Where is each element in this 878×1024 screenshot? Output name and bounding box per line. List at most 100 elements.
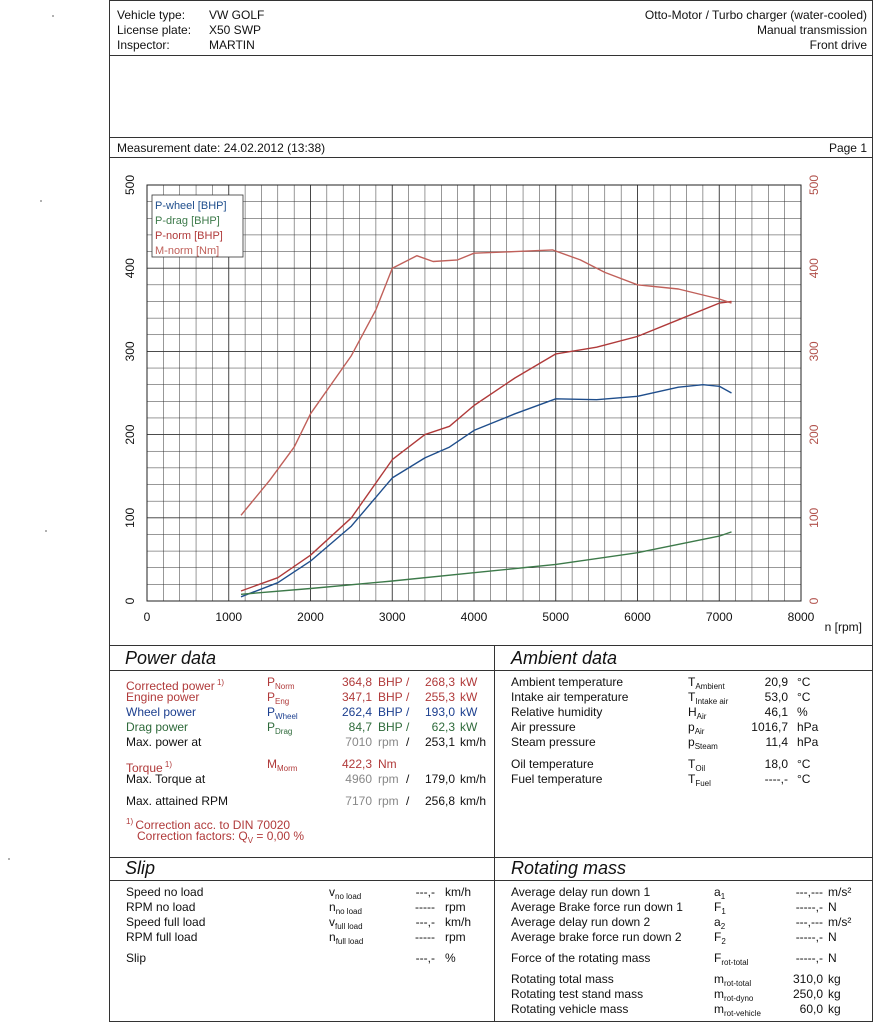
rotating-row-label: Average Brake force run down 1: [511, 900, 683, 914]
max-torque-separator: /: [406, 772, 410, 786]
license-label: License plate:: [117, 23, 192, 37]
ambient-row-value: ----,-: [764, 772, 788, 786]
torque-unit: Nm: [378, 757, 397, 771]
rotating-row-label: Average delay run down 1: [511, 885, 651, 899]
power-torque-chart: 0 1000 2000 3000 4000 5000 6000 7000 80000100200…: [123, 175, 862, 634]
transmission-type: Manual transmission: [756, 23, 867, 37]
power-title-underline: [110, 670, 494, 671]
measurement-divider-bottom: [110, 157, 872, 158]
slip-row-value: -----: [415, 900, 435, 914]
power-row-separator: /: [406, 735, 410, 749]
rotating-mass-title: Rotating mass: [511, 858, 627, 878]
y-right-tick-label: 0: [807, 597, 821, 604]
rotating-row-unit: kg: [828, 972, 841, 986]
rotating-row-symbol: mrot-total: [714, 972, 752, 988]
ambient-row-label: Ambient temperature: [511, 675, 624, 689]
rotating-row-value: 60,0: [799, 1002, 823, 1016]
power-row-label: Corrected power 1): [126, 678, 225, 693]
rotating-row-label: Force of the rotating mass: [511, 951, 651, 965]
power-ambient-divider: [494, 645, 495, 857]
ambient-row-label: Oil temperature: [511, 757, 594, 771]
rotating-row-value: 310,0: [792, 972, 823, 986]
correction-note: 1) Correction acc. to DIN 70020: [126, 817, 291, 832]
y-left-tick-label: 200: [123, 424, 137, 444]
chart-legend: P-wheel [BHP] P-drag [BHP] P-norm [BHP] M-n…: [151, 194, 244, 258]
power-row-separator: /: [406, 690, 410, 704]
power-row-separator: /: [406, 720, 410, 734]
ambient-row-unit: °C: [797, 772, 811, 786]
p-drag-series-line: [240, 531, 732, 595]
ambient-row-label: Fuel temperature: [511, 772, 603, 786]
rotating-row-value: -----,-: [795, 951, 823, 965]
x-tick-label: 4000: [461, 610, 488, 624]
ambient-row-label: Air pressure: [511, 720, 576, 734]
power-row-label: Drag power: [126, 720, 189, 734]
power-row-unit: rpm: [378, 735, 399, 749]
rotating-row-symbol: mrot-vehicle: [714, 1002, 761, 1018]
scan-speck: [8, 858, 10, 860]
rotating-row-unit: m/s²: [828, 885, 852, 899]
ambient-row-symbol: pSteam: [688, 735, 718, 751]
rotating-row-unit: N: [828, 900, 837, 914]
y-right-tick-label: 100: [807, 507, 821, 527]
ambient-row-label: Steam pressure: [511, 735, 596, 749]
y-right-tick-label: 200: [807, 424, 821, 444]
legend-entry: M-norm [Nm]: [155, 245, 219, 257]
legend-entry: P-drag [BHP]: [155, 215, 220, 227]
power-row-label: Wheel power: [126, 705, 197, 719]
power-row-unit-2: km/h: [460, 735, 487, 749]
y-right-tick-label: 400: [807, 258, 821, 278]
max-torque-rpm: 4960: [345, 772, 372, 786]
max-rpm-label: Max. attained RPM: [126, 794, 229, 808]
power-row-value: 84,7: [348, 720, 372, 734]
m-norm-series-line: [240, 249, 732, 516]
drive-type: Front drive: [809, 38, 867, 52]
scan-speck: [45, 530, 47, 532]
rotating-row-label: Rotating test stand mass: [511, 987, 644, 1001]
y-right-tick-label: 500: [807, 175, 821, 195]
power-row-unit: BHP: [378, 705, 403, 719]
max-rpm-speed: 256,8: [424, 794, 455, 808]
power-row-unit-2: kW: [460, 720, 478, 734]
slip-row-symbol: vno load: [329, 885, 362, 901]
engine-type: Otto-Motor / Turbo charger (water-cooled…: [644, 8, 867, 22]
y-left-tick-label: 100: [123, 507, 137, 527]
rotating-row-value: 250,0: [792, 987, 823, 1001]
y-right-tick-label: 300: [807, 341, 821, 361]
x-tick-label: 7000: [706, 610, 733, 624]
ambient-title-underline: [495, 670, 872, 671]
chart-grid: [146, 184, 802, 602]
max-rpm-unit: rpm: [378, 794, 399, 808]
measurement-date: Measurement date: 24.02.2012 (13:38): [117, 141, 326, 155]
x-tick-label: 6000: [624, 610, 651, 624]
power-row-label: Max. power at: [126, 735, 202, 749]
power-row-value-2: 253,1: [424, 735, 455, 749]
ambient-row-unit: hPa: [797, 720, 819, 734]
chart-series: [240, 249, 732, 598]
x-tick-label: 2000: [297, 610, 324, 624]
slip-row-value: ---,-: [415, 885, 435, 899]
rotating-row-symbol: a2: [714, 915, 726, 931]
ambient-row-symbol: pAir: [688, 720, 705, 736]
ambient-row-value: 11,4: [765, 735, 788, 749]
x-tick-label: 3000: [379, 610, 406, 624]
torque-value: 422,3: [341, 757, 372, 771]
slip-row-label: Speed full load: [126, 915, 206, 929]
power-row-symbol: PEng: [267, 690, 290, 706]
rotating-row-unit: N: [828, 930, 837, 944]
ambient-row-unit: %: [797, 705, 808, 719]
max-rpm-value: 7170: [345, 794, 372, 808]
rotating-row-symbol: F2: [714, 930, 726, 946]
ambient-row-symbol: HAir: [688, 705, 707, 721]
max-rpm-separator: /: [406, 794, 410, 808]
ambient-data-title: Ambient data: [511, 648, 618, 668]
header-divider: [110, 55, 872, 56]
vehicle-type-value: VW GOLF: [209, 8, 265, 22]
y-left-tick-label: 500: [123, 175, 137, 195]
rotating-row-unit: N: [828, 951, 837, 965]
power-row-value: 364,8: [341, 675, 372, 689]
ambient-row-value: 20,9: [764, 675, 788, 689]
slip-row-label: Slip: [126, 951, 147, 965]
power-row-unit-2: kW: [460, 690, 478, 704]
slip-rotating-divider: [494, 857, 495, 1022]
